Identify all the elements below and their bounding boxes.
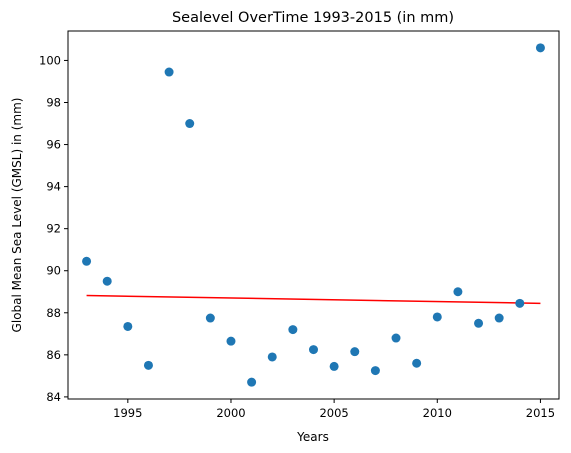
data-point bbox=[350, 347, 360, 357]
data-point bbox=[205, 313, 215, 323]
trend-line-layer bbox=[86, 294, 541, 305]
plot-frame bbox=[67, 30, 560, 400]
y-tick-label: 96 bbox=[46, 138, 61, 152]
data-point bbox=[267, 352, 277, 362]
y-tick-label: 92 bbox=[46, 222, 61, 236]
data-point bbox=[164, 67, 174, 77]
trend-line bbox=[86, 294, 541, 305]
data-point bbox=[82, 256, 92, 266]
y-tick-label: 84 bbox=[46, 390, 61, 404]
data-point bbox=[494, 313, 504, 323]
data-point bbox=[391, 333, 401, 343]
x-tick-label: 2005 bbox=[319, 406, 348, 420]
data-point bbox=[143, 360, 153, 370]
data-point bbox=[453, 287, 463, 297]
data-point bbox=[515, 298, 525, 308]
x-tick-label: 1995 bbox=[113, 406, 142, 420]
data-point bbox=[226, 336, 236, 346]
data-point bbox=[329, 361, 339, 371]
data-point bbox=[102, 276, 112, 286]
data-point bbox=[123, 321, 133, 331]
data-point bbox=[247, 377, 257, 387]
y-axis-label: Global Mean Sea Level (GMSL) in (mm) bbox=[10, 98, 24, 333]
y-tick-label: 98 bbox=[46, 95, 61, 109]
data-point bbox=[309, 345, 318, 355]
x-tick-label: 2015 bbox=[526, 406, 555, 420]
scatter-points-layer bbox=[82, 43, 545, 387]
data-point bbox=[535, 43, 545, 53]
data-point bbox=[370, 366, 380, 376]
x-tick-label: 2010 bbox=[423, 406, 452, 420]
y-tick-label: 90 bbox=[46, 264, 61, 278]
y-axis-ticks: 84 86 88 90 92 94 96 98 100 bbox=[39, 53, 68, 404]
data-point bbox=[185, 119, 195, 129]
x-tick-label: 2000 bbox=[216, 406, 245, 420]
y-tick-label: 88 bbox=[46, 306, 61, 320]
data-point bbox=[474, 318, 484, 328]
chart-title: Sealevel OverTime 1993-2015 (in mm) bbox=[172, 10, 454, 26]
x-axis-ticks: 1995 2000 2005 2010 2015 bbox=[113, 399, 555, 420]
data-point bbox=[412, 358, 422, 368]
data-point bbox=[432, 312, 442, 322]
x-axis-label: Years bbox=[296, 430, 329, 444]
y-tick-label: 86 bbox=[46, 348, 61, 362]
y-tick-label: 100 bbox=[39, 53, 61, 67]
data-point bbox=[288, 325, 298, 335]
y-tick-label: 94 bbox=[46, 180, 61, 194]
